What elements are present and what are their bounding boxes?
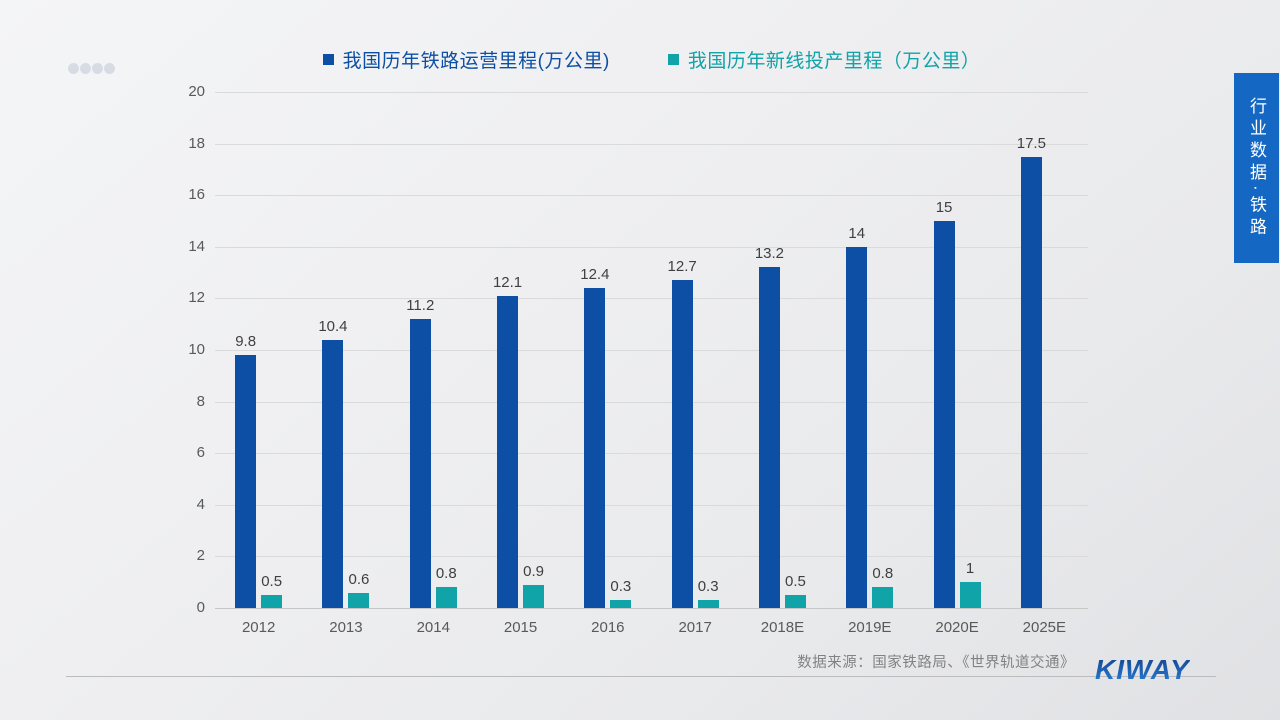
bar-series1-2013 bbox=[348, 592, 370, 608]
gridline-12 bbox=[215, 298, 1088, 300]
x-label-2015: 2015 bbox=[503, 619, 538, 636]
data-label-series0-2013: 10.4 bbox=[318, 317, 348, 335]
y-tick-label-2: 2 bbox=[196, 547, 205, 565]
gridline-2 bbox=[215, 556, 1088, 558]
data-label-series1-2016: 0.3 bbox=[610, 578, 632, 596]
data-label-series0-2014: 11.2 bbox=[406, 297, 435, 315]
x-label-2017: 2017 bbox=[678, 619, 712, 636]
y-tick-label-16: 16 bbox=[188, 186, 205, 204]
data-label-series1-2015: 0.9 bbox=[523, 562, 544, 580]
data-label-series0-2015: 12.1 bbox=[492, 273, 523, 291]
data-label-series0-2025E: 17.5 bbox=[1016, 134, 1046, 152]
data-label-series1-2012: 0.5 bbox=[261, 573, 283, 591]
data-label-series0-2019E: 14 bbox=[848, 224, 866, 242]
data-label-series1-2020E: 1 bbox=[965, 560, 975, 578]
side-banner-label: 行业数据·铁路 bbox=[1247, 96, 1266, 240]
legend-swatch-teal bbox=[667, 54, 679, 65]
y-tick-label-12: 12 bbox=[188, 289, 205, 307]
bar-series0-2025E bbox=[1020, 156, 1042, 608]
gridline-14 bbox=[215, 246, 1088, 248]
bar-series0-2013 bbox=[322, 339, 344, 608]
x-label-2012: 2012 bbox=[241, 619, 276, 636]
y-tick-label-14: 14 bbox=[188, 237, 205, 255]
bar-series1-2014 bbox=[435, 587, 457, 608]
data-label-series1-2017: 0.3 bbox=[697, 578, 719, 596]
gridline-20 bbox=[215, 92, 1088, 93]
data-label-series0-2017: 12.7 bbox=[667, 258, 697, 276]
y-tick-label-10: 10 bbox=[188, 341, 205, 358]
data-label-series0-2016: 12.4 bbox=[580, 266, 610, 284]
pagination-dot bbox=[92, 63, 103, 74]
kiway-logo: KIWAY bbox=[1095, 654, 1190, 685]
x-label-2018E: 2018E bbox=[760, 619, 805, 636]
data-label-series0-2020E: 15 bbox=[935, 199, 953, 216]
data-label-series0-2012: 9.8 bbox=[235, 333, 257, 351]
pagination-dots bbox=[68, 63, 115, 74]
y-tick-label-8: 8 bbox=[196, 392, 205, 410]
x-label-2016: 2016 bbox=[591, 619, 625, 636]
bar-series1-2012 bbox=[261, 595, 283, 608]
pagination-dot bbox=[80, 63, 91, 74]
gridline-4 bbox=[215, 504, 1088, 506]
x-label-2019E: 2019E bbox=[848, 619, 892, 636]
data-label-series1-2018E: 0.5 bbox=[785, 573, 806, 591]
bar-series0-2016 bbox=[584, 288, 606, 608]
bar-series1-2018E bbox=[784, 595, 806, 608]
footer-divider bbox=[66, 676, 1216, 677]
y-tick-label-20: 20 bbox=[188, 83, 205, 100]
bar-series0-2014 bbox=[409, 319, 431, 608]
bar-series0-2019E bbox=[846, 246, 868, 608]
legend-item-operating-mileage: 我国历年铁路运营里程(万公里) bbox=[322, 46, 610, 73]
gridline-10 bbox=[215, 350, 1088, 351]
bar-series0-2015 bbox=[497, 295, 519, 608]
legend-label-operating-mileage: 我国历年铁路运营里程(万公里) bbox=[342, 51, 610, 72]
bar-series1-2015 bbox=[523, 584, 545, 608]
legend-label-new-line-mileage: 我国历年新线投产里程（万公里） bbox=[687, 51, 981, 72]
y-tick-label-0: 0 bbox=[196, 599, 205, 616]
data-label-series1-2019E: 0.8 bbox=[872, 565, 894, 583]
bar-series0-2020E bbox=[933, 221, 955, 608]
pagination-dot bbox=[68, 63, 79, 74]
y-tick-label-4: 4 bbox=[196, 495, 205, 513]
bar-series1-2019E bbox=[872, 587, 894, 608]
bar-series0-2017 bbox=[671, 280, 693, 608]
y-tick-label-6: 6 bbox=[196, 444, 205, 462]
bar-series0-2012 bbox=[235, 355, 257, 608]
source-note: 数据来源：国家铁路局、《世界轨道交通》 bbox=[797, 655, 1075, 671]
legend-swatch-blue bbox=[322, 54, 334, 65]
gridline-16 bbox=[215, 195, 1088, 197]
gridline-18 bbox=[215, 143, 1088, 145]
data-label-series1-2014: 0.8 bbox=[435, 565, 457, 583]
bar-series1-2016 bbox=[610, 600, 632, 608]
bar-series1-2020E bbox=[959, 582, 981, 608]
side-banner: 行业数据·铁路 bbox=[1234, 73, 1279, 263]
gridline-0 bbox=[215, 608, 1088, 609]
y-tick-label-18: 18 bbox=[188, 134, 205, 152]
data-label-series1-2013: 0.6 bbox=[348, 570, 370, 588]
x-label-2020E: 2020E bbox=[935, 619, 979, 636]
gridline-6 bbox=[215, 453, 1088, 455]
chart-legend: 我国历年铁路运营里程(万公里) 我国历年新线投产里程（万公里） bbox=[215, 46, 1088, 73]
pagination-dot bbox=[104, 63, 115, 74]
gridline-8 bbox=[215, 401, 1088, 403]
bar-series0-2018E bbox=[758, 267, 780, 608]
x-label-2013: 2013 bbox=[329, 619, 363, 636]
data-label-series0-2018E: 13.2 bbox=[754, 245, 785, 263]
x-label-2025E: 2025E bbox=[1022, 619, 1067, 636]
x-label-2014: 2014 bbox=[416, 619, 450, 636]
legend-item-new-line-mileage: 我国历年新线投产里程（万公里） bbox=[667, 46, 981, 73]
bar-series1-2017 bbox=[697, 600, 719, 608]
